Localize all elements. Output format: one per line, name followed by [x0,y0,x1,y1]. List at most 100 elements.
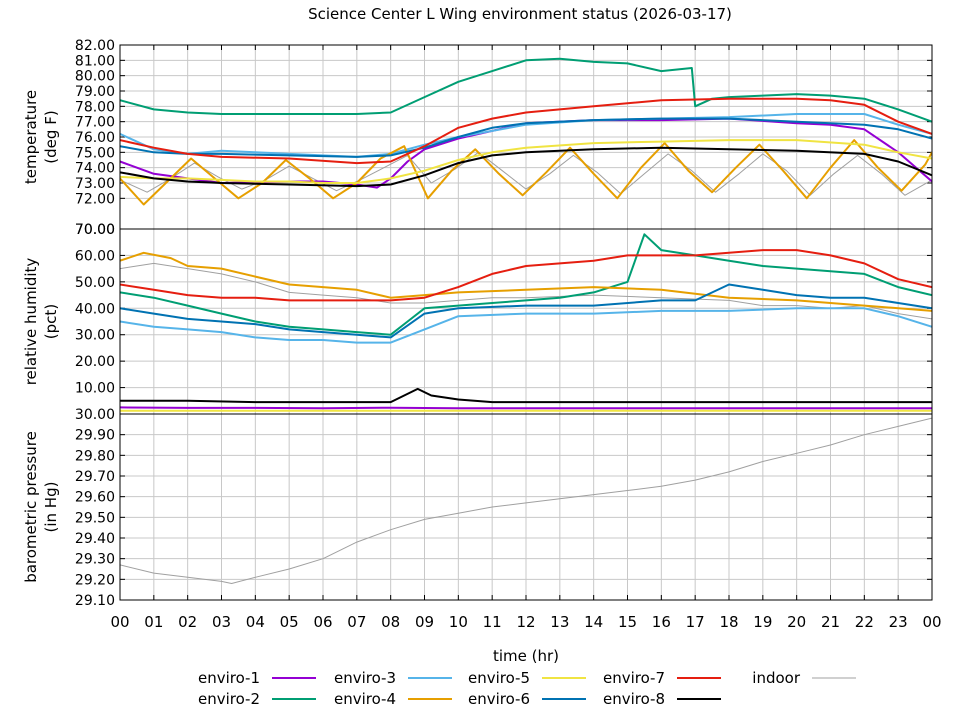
panel-2: 10.00 20.00 30.00 40.00 50.00 60.00 70.00 relat… [22,222,933,415]
y-tick-label: 50.00 [75,275,115,291]
x-tick-label: 22 [855,613,874,631]
x-tick-label: 07 [347,613,366,631]
series-line-enviro-6 [120,283,932,339]
y-tick-label: 29.90 [75,428,115,444]
x-tick-label: 04 [246,613,265,631]
y-tick-label: 80.00 [75,69,115,85]
y-axis-label: barometric pressure [22,431,40,583]
y-tick-label: 29.50 [75,510,115,526]
legend-label: enviro-4 [334,690,396,708]
series-line-enviro-7 [120,249,932,302]
x-tick-label: 09 [415,613,434,631]
series-line-enviro-5 [120,139,932,184]
series-group [120,57,932,206]
series-line-enviro-8 [120,146,932,188]
legend-item-enviro-6: enviro-6 [468,690,586,708]
x-axis-label: time (hr) [493,647,559,665]
y-tick-label: 72.00 [75,191,115,207]
legend-label: enviro-8 [603,690,665,708]
legend-item-enviro-5: enviro-5 [468,669,586,687]
x-axis: 00 01 02 03 04 05 06 07 08 09 10 11 12 13 14 15 16 17 18 19… [110,45,942,631]
y-tick-label: 20.00 [75,354,115,370]
x-tick-label: 03 [212,613,231,631]
x-tick-label: 23 [889,613,908,631]
series-group [120,417,932,584]
x-tick-label: 12 [516,613,535,631]
series-line-enviro-8 [120,387,932,404]
series-line-enviro-3 [120,307,932,344]
y-tick-label: 29.60 [75,490,115,506]
legend-label: enviro-3 [334,669,396,687]
y-tick-label: 29.30 [75,552,115,568]
y-tick-label: 70.00 [75,222,115,238]
legend-item-indoor: indoor [752,669,856,687]
x-tick-label: 16 [652,613,671,631]
y-tick-label: 82.00 [75,38,115,54]
legend-item-enviro-1: enviro-1 [198,669,316,687]
y-tick-label: 79.00 [75,84,115,100]
legend-item-enviro-7: enviro-7 [603,669,721,687]
y-tick-label: 40.00 [75,301,115,317]
legend-label: enviro-6 [468,690,530,708]
series-line-enviro-2 [120,233,932,336]
y-tick-label: 73.00 [75,176,115,192]
y-tick-label: 70.00 [75,222,115,238]
series-line-enviro-7 [120,97,932,165]
x-tick-label: 13 [550,613,569,631]
series-line-enviro-4 [120,251,932,312]
y-tick-label: 60.00 [75,248,115,264]
legend-label: indoor [752,669,801,687]
x-tick-label: 17 [686,613,705,631]
chart-panels: 70.00 72.0073.0074.0075.0076.0077.0078.00… [22,38,933,609]
x-tick-label: 05 [280,613,299,631]
y-tick-label: 29.20 [75,572,115,588]
series-line-enviro-6 [120,117,932,158]
series-line-indoor [120,417,932,584]
y-axis-unit: (pct) [42,304,60,339]
y-tick-label: 30.00 [75,407,115,423]
y-tick-label: 76.00 [75,130,115,146]
legend-label: enviro-7 [603,669,665,687]
panel-3: 29.10 29.20 29.30 29.40 29.50 29.60 29.70 29.80… [22,407,933,609]
y-tick-label: 75.00 [75,145,115,161]
x-tick-label: 21 [821,613,840,631]
y-axis-label: relative humidity [22,258,40,386]
legend-label: enviro-2 [198,690,260,708]
y-tick-label: 78.00 [75,99,115,115]
x-tick-label: 14 [584,613,603,631]
x-tick-label: 01 [144,613,163,631]
x-tick-label: 00 [922,613,941,631]
x-tick-label: 08 [381,613,400,631]
series-line-enviro-4 [120,139,932,206]
x-tick-label: 06 [313,613,332,631]
legend-item-enviro-2: enviro-2 [198,690,316,708]
series-line-enviro-3 [120,113,932,158]
panel-1: 70.00 72.0073.0074.0075.0076.0077.0078.00… [22,38,933,238]
x-tick-label: 00 [110,613,129,631]
y-tick-label: 74.00 [75,161,115,177]
gridlines [120,45,932,229]
y-axis-unit: (in Hg) [42,482,60,533]
x-tick-label: 20 [787,613,806,631]
x-tick-label: 02 [178,613,197,631]
y-tick-label: 29.70 [75,469,115,485]
y-tick-label: 10.00 [75,381,115,397]
y-axis-unit: (deg F) [42,110,60,163]
legend-item-enviro-8: enviro-8 [603,690,721,708]
gridlines [120,414,932,600]
y-tick-label: 77.00 [75,115,115,131]
series-line-enviro-2 [120,57,932,123]
x-tick-label: 18 [719,613,738,631]
y-tick-label: 30.00 [75,328,115,344]
series-group [120,233,932,412]
chart-title: Science Center L Wing environment status… [308,5,732,23]
y-tick-label: 29.10 [75,593,115,609]
y-tick-label: 81.00 [75,53,115,69]
legend: enviro-1 enviro-2 enviro-3 enviro-4 enviro-5… [198,669,856,708]
series-line-indoor [120,262,932,320]
legend-item-enviro-4: enviro-4 [334,690,452,708]
legend-label: enviro-5 [468,669,530,687]
x-tick-label: 10 [449,613,468,631]
gridlines [120,229,932,414]
